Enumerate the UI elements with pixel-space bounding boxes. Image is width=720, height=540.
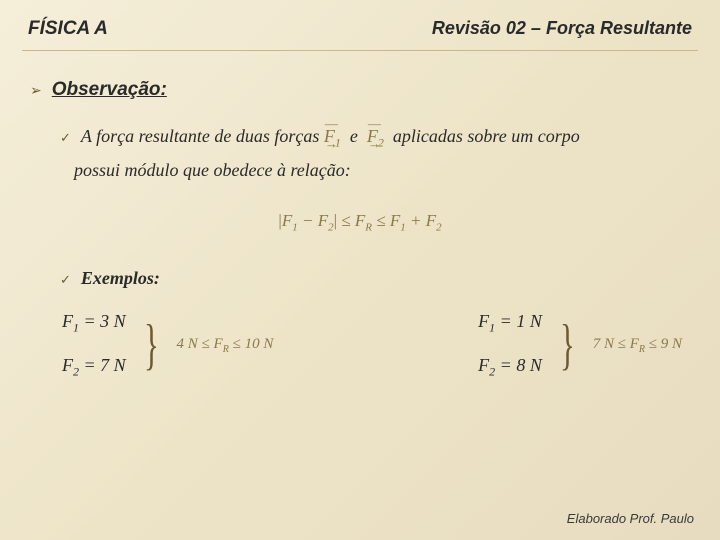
eq: = 3 N: [79, 311, 126, 331]
observation-text: A força resultante de duas forças —→ F1 …: [81, 123, 580, 152]
formula-f2b-sub: 2: [436, 222, 442, 234]
example-1-range: 4 N ≤ FR ≤ 10 N: [177, 336, 274, 355]
range-low: 7 N: [593, 336, 614, 352]
example-1-f2: F2 = 7 N: [62, 355, 126, 380]
range-high: 9 N: [661, 336, 682, 352]
eq: = 1 N: [495, 311, 542, 331]
relation-text: possui módulo que obedece à relação:: [74, 160, 690, 181]
eq: = 8 N: [495, 355, 542, 375]
label: F: [478, 355, 489, 375]
text-part-1: A força resultante de duas forças: [81, 126, 319, 146]
observation-body-line: ✓ A força resultante de duas forças —→ F…: [60, 123, 690, 152]
example-2-f1: F1 = 1 N: [478, 311, 542, 336]
formula-f1b: F: [390, 211, 400, 230]
formula-f2: F: [318, 211, 328, 230]
brace-icon: }: [560, 320, 575, 370]
example-2: F1 = 1 N F2 = 8 N } 7 N ≤ FR ≤ 9 N: [478, 311, 682, 380]
vector-arrow-icon: —→: [368, 114, 384, 154]
range-high: 10 N: [245, 336, 274, 352]
example-2-values: F1 = 1 N F2 = 8 N: [478, 311, 542, 380]
range-le2: ≤: [229, 336, 245, 352]
text-part-3: aplicadas sobre um corpo: [393, 126, 580, 146]
examples-heading-line: ✓ Exemplos:: [60, 268, 690, 289]
vector-f2: —→ F2: [367, 123, 384, 152]
example-2-range: 7 N ≤ FR ≤ 9 N: [593, 336, 682, 355]
observation-heading-line: ➢ Observação:: [30, 79, 690, 101]
slide-header: FÍSICA A Revisão 02 – Força Resultante: [0, 0, 720, 46]
range-le2: ≤: [645, 336, 661, 352]
example-2-f2: F2 = 8 N: [478, 355, 542, 380]
examples-row: F1 = 3 N F2 = 7 N } 4 N ≤ FR ≤ 10 N F1 =…: [30, 311, 690, 380]
eq: = 7 N: [79, 355, 126, 375]
example-1: F1 = 3 N F2 = 7 N } 4 N ≤ FR ≤ 10 N: [62, 311, 273, 380]
arrow-bullet-icon: ➢: [30, 83, 42, 100]
check-bullet-icon: ✓: [60, 130, 71, 146]
label: F: [478, 311, 489, 331]
vector-arrow-icon: —→: [325, 114, 341, 154]
range-le1: ≤: [198, 336, 214, 352]
formula-minus: −: [298, 211, 318, 230]
range-low: 4 N: [177, 336, 198, 352]
check-bullet-icon: ✓: [60, 272, 71, 288]
range-le1: ≤: [614, 336, 630, 352]
formula-plus: +: [406, 211, 426, 230]
formula-fr: F: [355, 211, 365, 230]
formula-fr-sub: R: [365, 222, 372, 234]
examples-heading: Exemplos:: [81, 268, 160, 289]
formula-le1: ≤: [337, 211, 355, 230]
example-1-f1: F1 = 3 N: [62, 311, 126, 336]
text-part-2: e: [350, 126, 358, 146]
formula-le2: ≤: [372, 211, 390, 230]
brace-icon: }: [144, 320, 159, 370]
observation-heading: Observação:: [52, 79, 167, 101]
range-fr: F: [214, 336, 223, 352]
example-1-values: F1 = 3 N F2 = 7 N: [62, 311, 126, 380]
slide-footer: Elaborado Prof. Paulo: [567, 511, 694, 526]
label: F: [62, 311, 73, 331]
slide-title: Revisão 02 – Força Resultante: [432, 18, 692, 40]
formula-f2b: F: [426, 211, 436, 230]
range-fr: F: [630, 336, 639, 352]
vector-f1: —→ F1: [324, 123, 341, 152]
slide-content: ➢ Observação: ✓ A força resultante de du…: [0, 51, 720, 380]
label: F: [62, 355, 73, 375]
inequality-formula: |F1 − F2| ≤ FR ≤ F1 + F2: [30, 211, 690, 233]
course-title: FÍSICA A: [28, 18, 108, 40]
formula-f1: F: [282, 211, 292, 230]
